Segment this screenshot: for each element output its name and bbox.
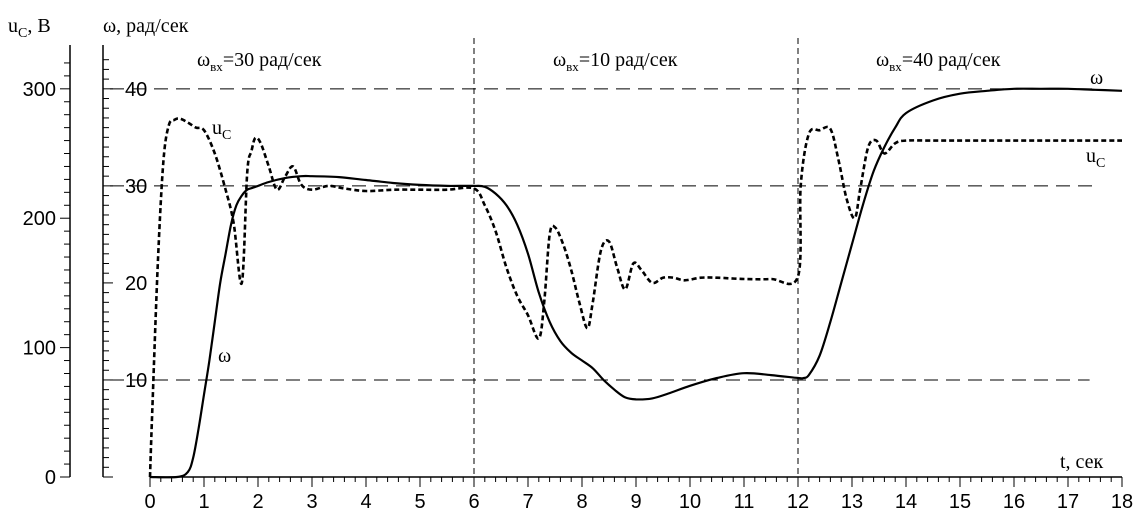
time-tick-label: 2 (252, 491, 263, 513)
omega-tick-label: 40 (125, 79, 147, 101)
grid-layer (110, 38, 1092, 477)
time-tick-label: 9 (630, 491, 641, 513)
segment-label-1: ωвх=30 рад/сек (197, 49, 322, 74)
svg-text:ωвх=30 рад/сек: ωвх=30 рад/сек (197, 49, 322, 74)
omega-tick-label: 30 (125, 176, 147, 198)
time-tick-label: 0 (144, 491, 155, 513)
omega-tick-label: 20 (125, 273, 147, 295)
omega-label-right: ω (1090, 67, 1103, 89)
time-tick-label: 18 (1111, 491, 1133, 513)
omega-series-line (149, 87, 1123, 479)
time-tick-label: 10 (679, 491, 701, 513)
time-tick-label: 5 (414, 491, 425, 513)
voltage-axis-title: uC, В (8, 15, 51, 41)
time-tick-label: 14 (895, 491, 917, 513)
omega-axis-title: ω, рад/сек (103, 15, 189, 37)
omega-label-left: ω (218, 345, 231, 367)
time-tick-label: 11 (734, 491, 755, 513)
svg-text:ωвх=10 рад/сек: ωвх=10 рад/сек (553, 49, 678, 74)
series-layer (148, 87, 1123, 479)
time-tick-label: 17 (1057, 491, 1079, 513)
time-tick-label: 4 (360, 491, 371, 513)
time-tick-label: 12 (787, 491, 809, 513)
segment-label-3: ωвх=40 рад/сек (876, 49, 1001, 74)
time-tick-label: 13 (841, 491, 863, 513)
time-tick-label: 7 (522, 491, 533, 513)
voltage-tick-label: 100 (23, 338, 56, 360)
uc-label-left: uC (212, 117, 231, 143)
svg-text:ωвх=40 рад/сек: ωвх=40 рад/сек (876, 49, 1001, 74)
voltage-tick-label: 0 (45, 467, 56, 489)
omega-tick-label: 10 (125, 370, 147, 392)
time-tick-label: 15 (949, 491, 971, 513)
uc-label-right: uC (1086, 145, 1105, 171)
time-tick-label: 3 (306, 491, 317, 513)
time-tick-label: 8 (576, 491, 587, 513)
time-tick-label: 6 (468, 491, 479, 513)
segment-label-2: ωвх=10 рад/сек (553, 49, 678, 74)
time-tick-label: 1 (198, 491, 209, 513)
time-axis-title: t, сек (1060, 451, 1104, 473)
uc-series-line (148, 117, 1122, 478)
time-tick-label: 16 (1003, 491, 1025, 513)
voltage-tick-label: 300 (23, 79, 56, 101)
voltage-tick-label: 200 (23, 208, 56, 230)
